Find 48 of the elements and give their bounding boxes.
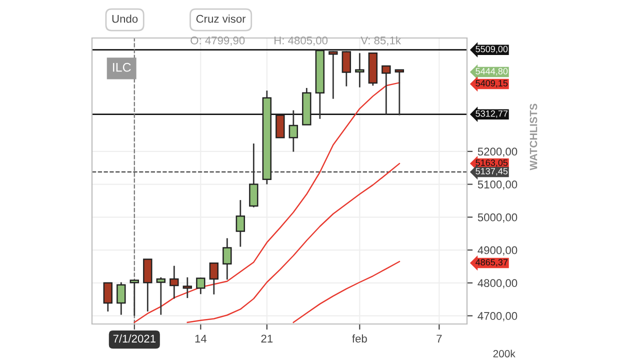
candlestick	[355, 52, 364, 88]
candlestick	[156, 276, 166, 316]
line-series	[292, 260, 400, 323]
candlestick	[249, 142, 258, 208]
candlestick	[170, 265, 179, 300]
text: WATCHLISTS	[530, 104, 538, 170]
candlestick	[342, 50, 352, 88]
ref-line-label: 5137,45	[476, 168, 508, 176]
y-tick-label: 5100,00	[478, 180, 518, 190]
y-tick-label: 5000,00	[478, 213, 518, 223]
candlestick	[143, 258, 152, 312]
x-tick-label: 7	[436, 334, 442, 342]
ref-line-label: 5509,00	[476, 46, 508, 54]
x-tick-label: 7/1/2021	[113, 334, 156, 343]
candlestick	[182, 276, 192, 299]
y-tick-label: 4800,00	[478, 279, 518, 288]
candlestick	[130, 278, 140, 316]
y-tick-label: 4700,00	[478, 312, 518, 322]
candlestick	[103, 282, 112, 312]
candlestick	[276, 114, 285, 138]
candlestick	[116, 282, 126, 316]
annotation: V: 85,1k	[360, 36, 401, 46]
line-series	[134, 82, 400, 323]
y-tick-label: 4900,00	[478, 246, 518, 256]
candlestick	[209, 262, 219, 296]
x-tick-label: feb	[352, 334, 367, 343]
text: 5444,80	[476, 68, 508, 76]
text: 200k	[493, 350, 516, 358]
candlestick	[328, 50, 338, 100]
y-tick-label: 5200,00	[478, 148, 518, 157]
candlestick	[196, 276, 206, 295]
annotation: O: 4799,90	[190, 36, 245, 46]
candlestick	[394, 69, 404, 116]
x-tick-label: 14	[195, 334, 207, 342]
line-series	[186, 162, 400, 323]
candlestick	[288, 110, 298, 152]
text: Cruz visor	[196, 14, 246, 23]
candlestick	[236, 199, 246, 248]
ref-line-label: 5312,77	[476, 110, 508, 118]
x-tick-label: 21	[261, 334, 273, 342]
candlestick	[222, 238, 232, 280]
text: 4865,37	[476, 259, 508, 266]
annotation: H: 4805,00	[274, 36, 328, 46]
text: 5163,05	[476, 160, 508, 167]
candlestick	[382, 65, 391, 116]
annotation: ILC	[113, 62, 131, 72]
text: Undo	[112, 14, 138, 23]
text: 5409,15	[476, 80, 508, 88]
